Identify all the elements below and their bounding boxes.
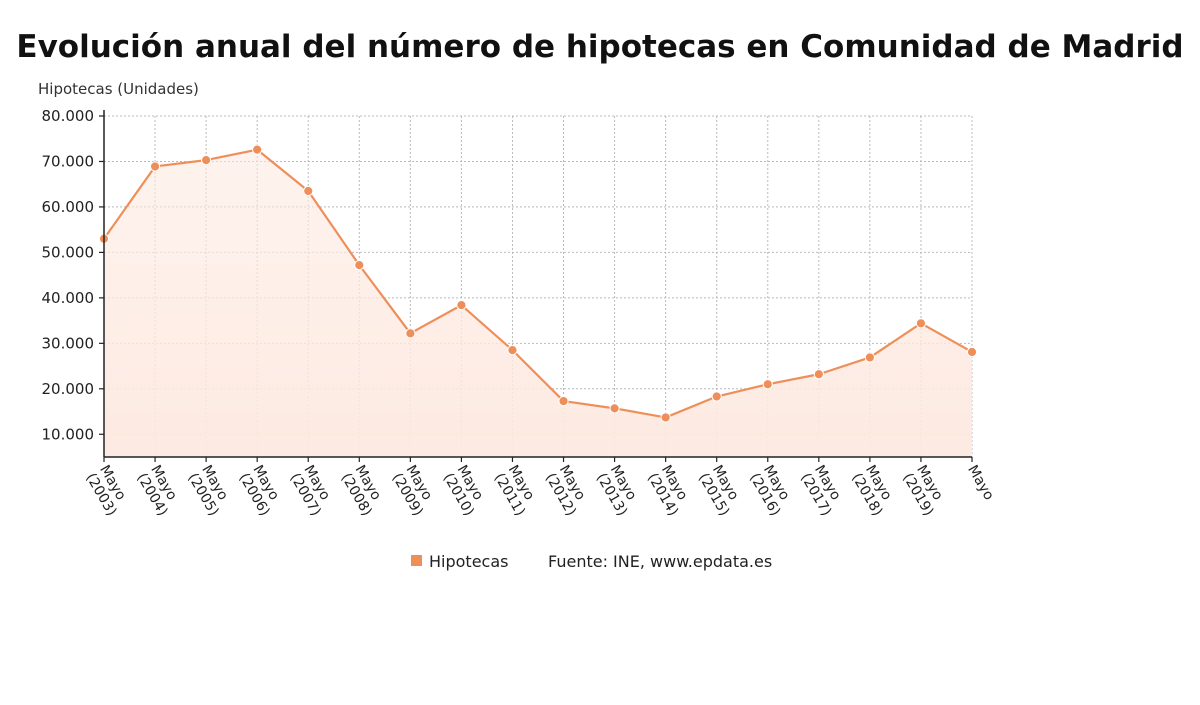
x-tick-label: Mayo(2003) <box>82 463 128 519</box>
legend-label: Hipotecas <box>429 552 508 571</box>
x-tick-label: Mayo(2016) <box>746 463 792 519</box>
axes <box>99 110 973 462</box>
data-point[interactable] <box>609 403 620 414</box>
legend-swatch <box>411 555 422 566</box>
x-tick-label: Mayo(2009) <box>389 463 435 519</box>
y-axis-label: Hipotecas (Unidades) <box>38 80 199 98</box>
data-point[interactable] <box>252 144 263 155</box>
x-tick-label: Mayo(2004) <box>133 463 179 519</box>
chart-title: Evolución anual del número de hipotecas … <box>16 29 1183 65</box>
y-tick-label: 70.000 <box>42 152 95 170</box>
x-tick-label: Mayo(2011) <box>491 463 537 519</box>
data-point[interactable] <box>813 369 824 380</box>
series-line-layer <box>103 148 973 419</box>
y-tick-label: 80.000 <box>42 107 95 125</box>
data-point[interactable] <box>864 352 875 363</box>
x-tick-label: Mayo(2019) <box>899 463 945 519</box>
data-point[interactable] <box>201 155 212 166</box>
x-tick-label: Mayo(2008) <box>338 463 384 519</box>
source-text: Fuente: INE, www.epdata.es <box>548 552 772 571</box>
x-tick-label: Mayo(2014) <box>644 463 690 519</box>
data-point[interactable] <box>354 260 365 271</box>
y-tick-labels: 10.000 20.000 30.000 40.000 50.000 60.000 70.0… <box>42 107 95 443</box>
data-point[interactable] <box>405 328 416 339</box>
y-tick-label: 10.000 <box>42 425 95 443</box>
x-tick-label: Mayo <box>964 463 997 503</box>
x-tick-label: Mayo(2006) <box>236 463 282 519</box>
x-tick-label: Mayo(2010) <box>440 463 486 519</box>
y-tick-label: 40.000 <box>42 289 95 307</box>
y-tick-label: 50.000 <box>42 243 95 261</box>
svg-text:Mayo: Mayo <box>964 463 997 503</box>
data-point[interactable] <box>558 395 569 407</box>
data-point[interactable] <box>660 412 671 423</box>
area-fill <box>104 149 972 458</box>
data-point[interactable] <box>915 318 927 329</box>
area-fill-layer <box>104 149 972 458</box>
x-tick-labels: Mayo(2003) Mayo(2004) Mayo(2005) Mayo(2006)… <box>82 463 996 519</box>
data-point[interactable] <box>966 346 978 358</box>
data-point[interactable] <box>507 345 518 356</box>
x-tick-label: Mayo(2005) <box>184 463 230 519</box>
x-tick-label: Mayo(2017) <box>797 463 843 519</box>
data-point[interactable] <box>149 161 161 172</box>
x-tick-label: Mayo(2012) <box>542 463 588 519</box>
legend: Hipotecas Fuente: INE, www.epdata.es <box>411 552 772 571</box>
x-tick-label: Mayo(2013) <box>593 463 639 519</box>
data-point[interactable] <box>711 391 722 402</box>
series-line-hipotecas <box>103 148 973 419</box>
y-tick-label: 30.000 <box>42 334 95 352</box>
data-point[interactable] <box>303 185 314 197</box>
x-tick-label: Mayo(2018) <box>848 463 894 519</box>
y-tick-label: 20.000 <box>42 380 95 398</box>
y-tick-label: 60.000 <box>42 198 95 216</box>
x-tick-label: Mayo(2015) <box>695 463 741 519</box>
data-points-layer <box>98 144 978 423</box>
x-tick-label: Mayo(2007) <box>287 463 333 519</box>
data-point[interactable] <box>456 300 467 311</box>
data-point[interactable] <box>762 379 773 390</box>
